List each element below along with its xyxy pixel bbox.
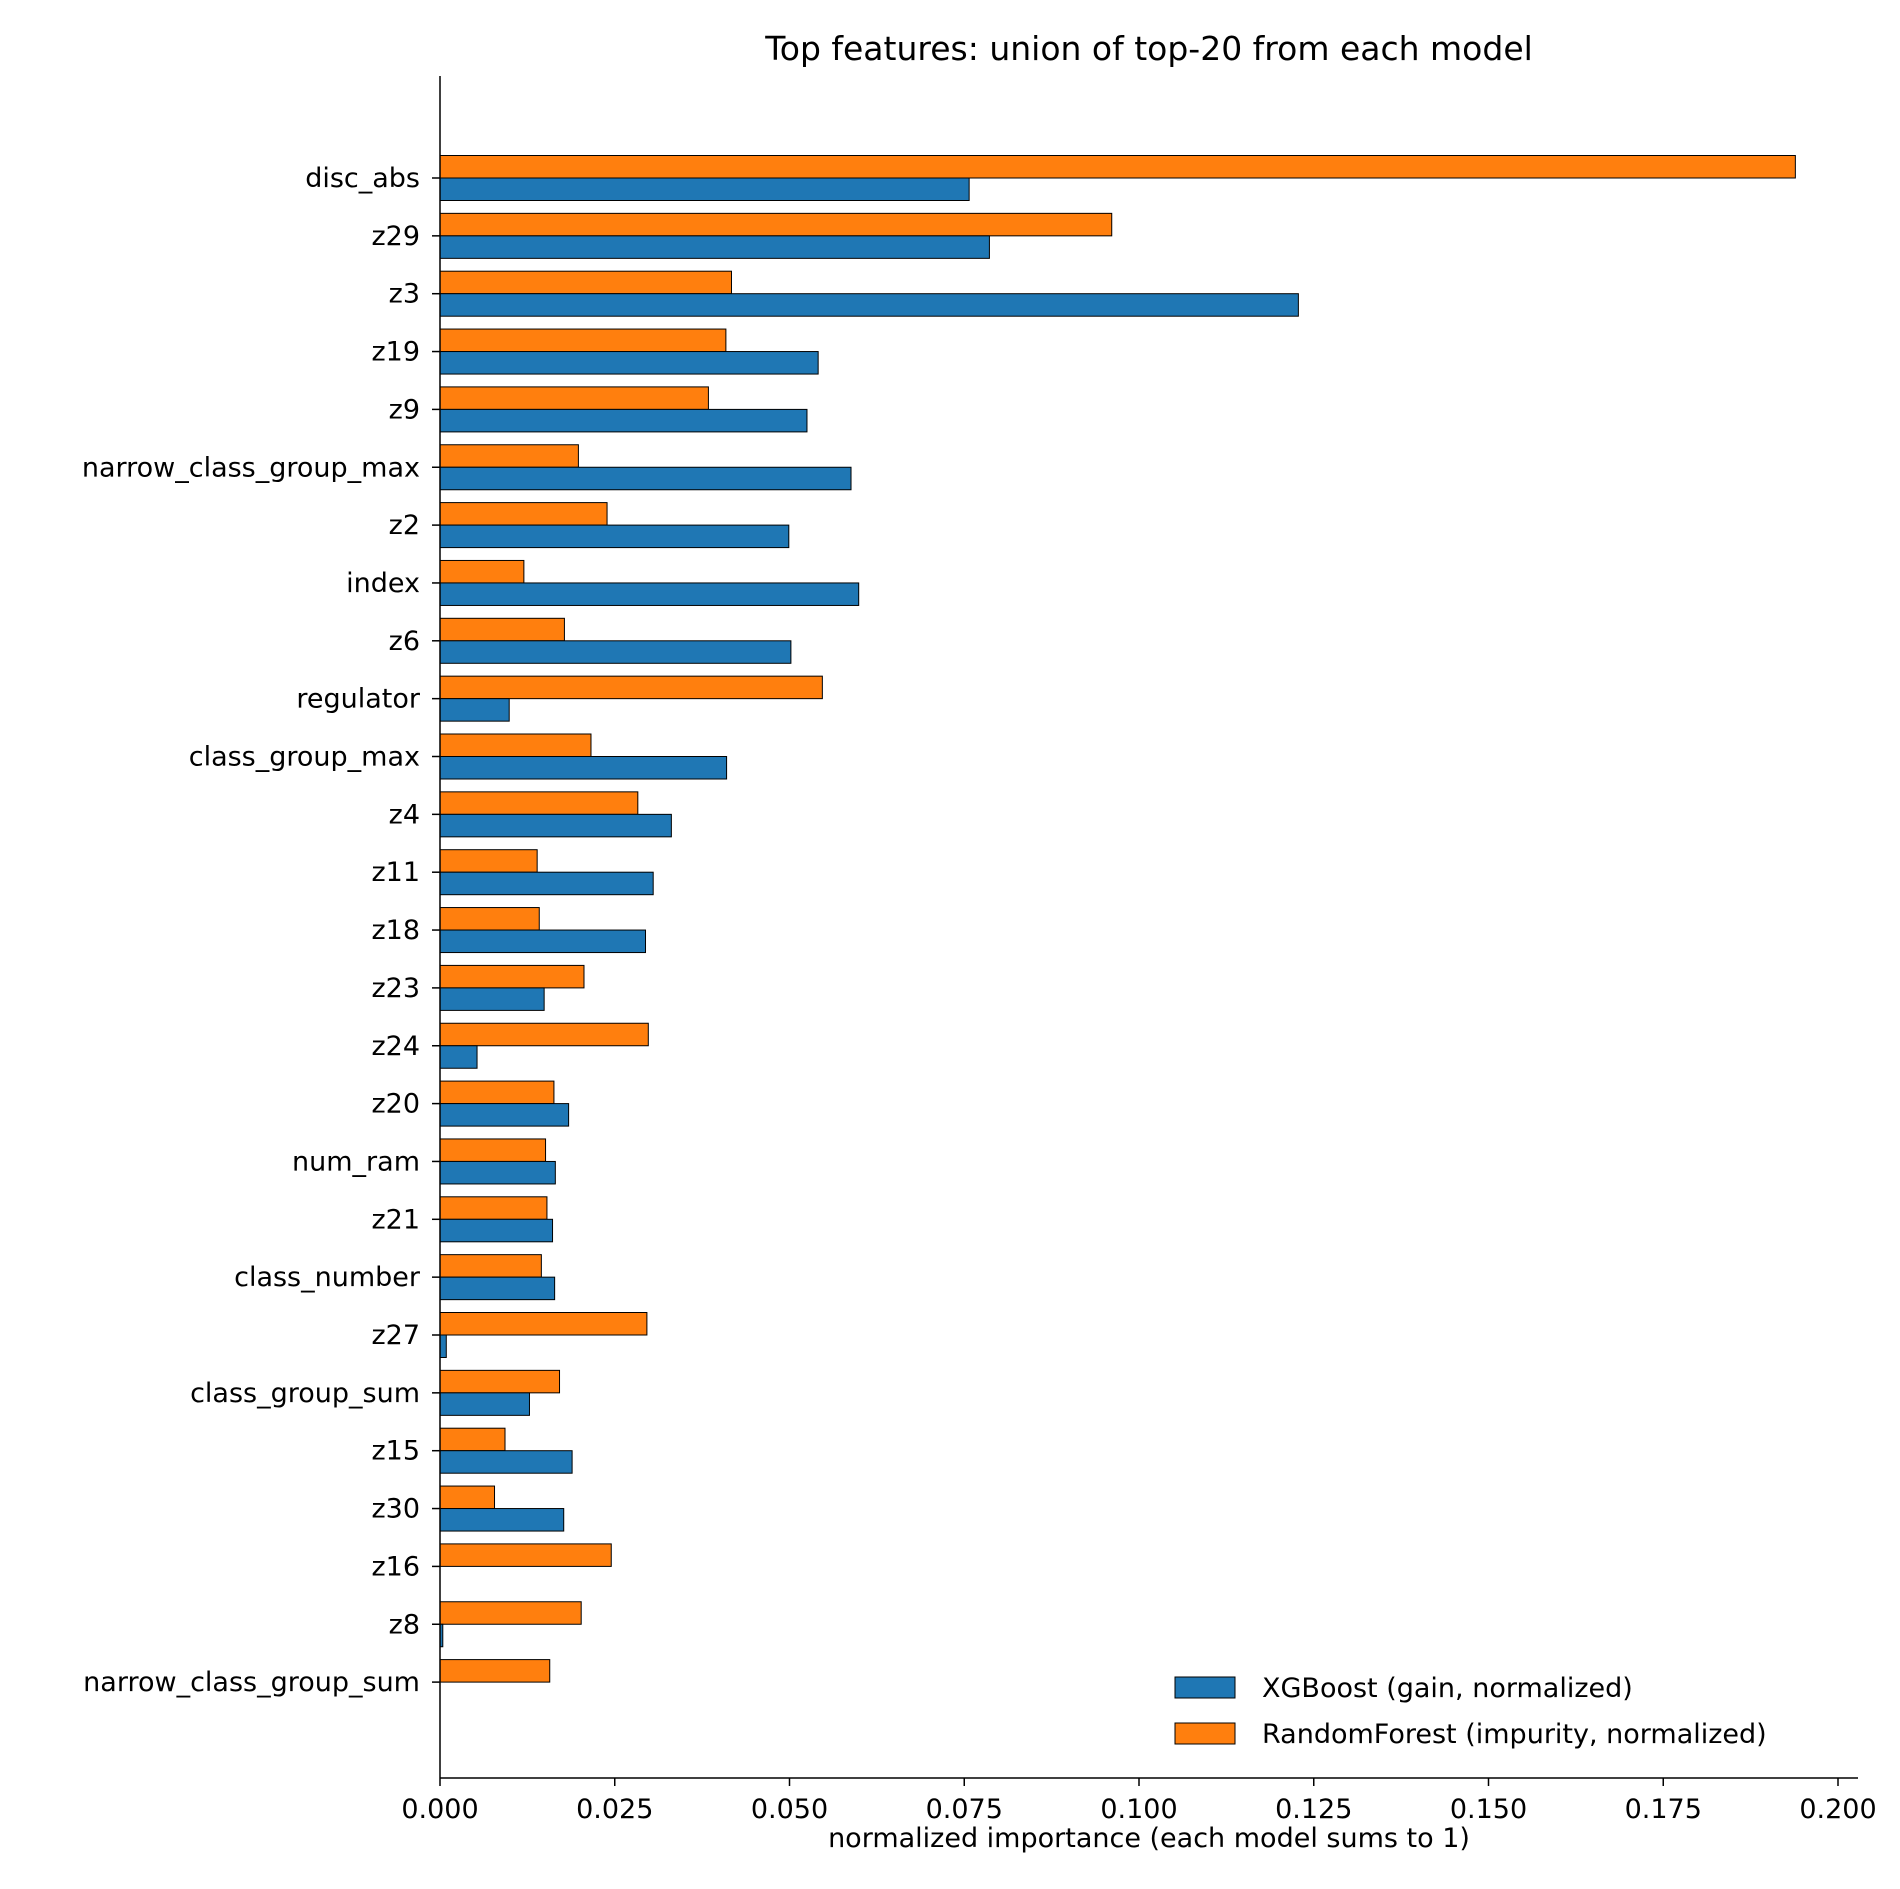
bar-xgboost-z3 <box>439 293 1299 317</box>
bar-xgboost-num_ram <box>439 1160 556 1185</box>
y-tick-label: z4 <box>389 799 420 830</box>
y-tick-label: disc_abs <box>305 163 420 194</box>
bar-xgboost-z29 <box>439 235 990 259</box>
y-tick-label: z29 <box>371 221 420 252</box>
bar-randomforest-class_number <box>439 1254 542 1278</box>
bar-randomforest-narrow_class_group_max <box>439 444 579 468</box>
bar-randomforest-z21 <box>439 1196 548 1220</box>
y-tick-label: index <box>346 568 420 599</box>
bar-randomforest-z29 <box>439 212 1113 237</box>
y-tick-label: z18 <box>371 915 420 946</box>
legend-label: RandomForest (impurity, normalized) <box>1262 1719 1767 1750</box>
bar-xgboost-index <box>439 582 860 606</box>
bar-xgboost-z21 <box>439 1218 554 1243</box>
y-tick-label: class_group_max <box>189 742 420 773</box>
y-tick-label: z9 <box>389 394 420 425</box>
bar-xgboost-z6 <box>439 640 792 664</box>
bar-xgboost-regulator <box>439 698 510 722</box>
y-tick-label: z2 <box>389 510 420 541</box>
chart-title: Top features: union of top-20 from each … <box>764 29 1533 68</box>
y-tick-label: z23 <box>371 973 420 1004</box>
bar-randomforest-num_ram <box>439 1138 547 1162</box>
bar-randomforest-z27 <box>439 1312 648 1336</box>
bar-xgboost-class_group_sum <box>439 1392 530 1416</box>
bar-xgboost-z4 <box>439 813 672 838</box>
legend-swatch <box>1174 1676 1236 1699</box>
bar-xgboost-z11 <box>439 871 654 896</box>
bar-xgboost-class_number <box>439 1276 556 1301</box>
bar-xgboost-z23 <box>439 987 545 1011</box>
bars-group <box>439 155 1796 1683</box>
y-tick-label: z11 <box>371 857 420 888</box>
bar-randomforest-z18 <box>439 907 540 931</box>
y-tick-label: z27 <box>371 1320 420 1351</box>
bar-xgboost-z27 <box>439 1334 447 1358</box>
bar-randomforest-narrow_class_group_sum <box>439 1659 551 1683</box>
bar-randomforest-z8 <box>439 1601 582 1625</box>
bar-xgboost-z9 <box>439 408 808 433</box>
x-axis: 0.000 0.025 0.050 0.075 0.100 0.125 0.150 0.175… <box>401 1777 1877 1825</box>
y-tick-label: z30 <box>371 1494 420 1525</box>
x-tick-label: 0.175 <box>1625 1794 1702 1825</box>
y-tick-label: class_number <box>234 1262 421 1293</box>
x-tick-label: 0.075 <box>926 1794 1003 1825</box>
bar-xgboost-z18 <box>439 929 647 954</box>
bar-randomforest-z4 <box>439 791 639 815</box>
x-tick-label: 0.000 <box>401 1794 478 1825</box>
y-tick-label: z15 <box>371 1436 420 1467</box>
x-tick-label: 0.150 <box>1450 1794 1527 1825</box>
x-tick-label: 0.025 <box>576 1794 653 1825</box>
bar-xgboost-z2 <box>439 524 790 549</box>
bar-xgboost-z20 <box>439 1103 570 1127</box>
bar-randomforest-z9 <box>439 386 709 410</box>
y-tick-label: class_group_sum <box>190 1378 420 1409</box>
bar-xgboost-z15 <box>439 1450 573 1474</box>
y-tick-label: z6 <box>389 626 420 657</box>
y-tick-label: z3 <box>389 279 420 310</box>
bar-randomforest-z20 <box>439 1080 555 1105</box>
bar-randomforest-regulator <box>439 675 823 700</box>
y-tick-label: z20 <box>371 1089 420 1120</box>
bar-randomforest-disc_abs <box>439 155 1796 179</box>
bar-randomforest-z24 <box>439 1022 649 1047</box>
bar-randomforest-z11 <box>439 849 538 873</box>
y-tick-label: narrow_class_group_max <box>82 452 420 483</box>
x-tick-label: 0.050 <box>751 1794 828 1825</box>
y-tick-label: regulator <box>296 684 421 715</box>
legend-label: XGBoost (gain, normalized) <box>1262 1673 1633 1704</box>
legend-swatch <box>1174 1722 1236 1745</box>
bar-randomforest-z2 <box>439 502 608 526</box>
bar-randomforest-class_group_sum <box>439 1369 561 1394</box>
bar-randomforest-z23 <box>439 964 585 989</box>
bar-randomforest-z3 <box>439 270 732 295</box>
bar-xgboost-z30 <box>439 1508 565 1532</box>
bar-randomforest-z19 <box>439 328 727 353</box>
bar-randomforest-z6 <box>439 617 565 642</box>
y-tick-label: z8 <box>389 1609 420 1640</box>
bar-xgboost-disc_abs <box>439 177 970 201</box>
y-axis: disc_abs z29 z3 z19 z9 narrow_class_group_max… <box>82 76 441 1778</box>
bar-randomforest-z16 <box>439 1543 612 1567</box>
y-tick-label: narrow_class_group_sum <box>83 1667 420 1698</box>
legend: XGBoost (gain, normalized) RandomForest (… <box>1174 1673 1767 1750</box>
bar-randomforest-z30 <box>439 1485 496 1510</box>
bar-xgboost-z19 <box>439 351 819 375</box>
bar-randomforest-index <box>439 559 525 584</box>
y-tick-label: z21 <box>371 1204 420 1235</box>
bar-xgboost-class_group_max <box>439 756 728 780</box>
bar-xgboost-z24 <box>439 1045 478 1069</box>
bar-xgboost-narrow_class_group_max <box>439 466 852 491</box>
bar-randomforest-class_group_max <box>439 733 592 757</box>
x-tick-label: 0.125 <box>1275 1794 1352 1825</box>
y-tick-label: z19 <box>371 337 420 368</box>
y-tick-label: z16 <box>371 1551 420 1582</box>
x-axis-label: normalized importance (each model sums t… <box>828 1823 1470 1854</box>
y-tick-label: z24 <box>371 1031 420 1062</box>
y-tick-label: num_ram <box>292 1146 420 1177</box>
x-tick-label: 0.100 <box>1100 1794 1177 1825</box>
x-tick-label: 0.200 <box>1799 1794 1876 1825</box>
bar-randomforest-z15 <box>439 1427 506 1452</box>
